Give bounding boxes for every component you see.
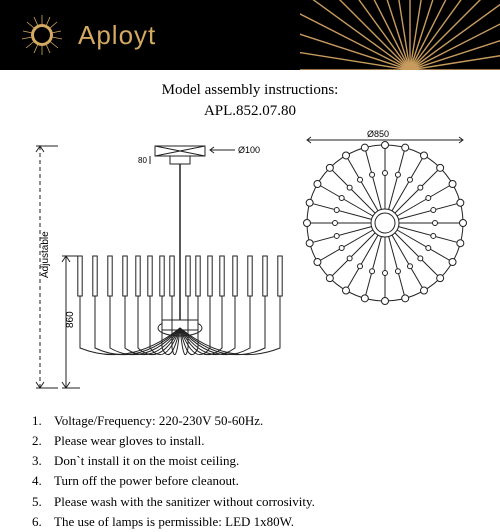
instruction-item: Please wear gloves to install.	[32, 431, 476, 451]
title-line2: APL.852.07.80	[0, 101, 500, 122]
adjustable-label: Adjustable	[40, 231, 51, 278]
instruction-item: Turn off the power before cleanout.	[32, 471, 476, 491]
title-block: Model assembly instructions: APL.852.07.…	[0, 80, 500, 122]
brand-header: Aployt	[0, 0, 500, 70]
brand-name: Aployt	[78, 20, 156, 51]
instruction-item: Voltage/Frequency: 220-230V 50-60Hz.	[32, 411, 476, 431]
rays-decoration-icon	[300, 0, 500, 70]
instruction-item: Please wash with the sanitizer without c…	[32, 492, 476, 512]
top-width-label: Ø100	[238, 145, 260, 155]
instruction-item: Don`t install it on the moist ceiling.	[32, 451, 476, 471]
title-line1: Model assembly instructions:	[0, 80, 500, 101]
diagram-area: 860 Adjustable Ø100 80	[0, 128, 500, 403]
instruction-item: The use of lamps is permissible: LED 1x8…	[32, 512, 476, 532]
height-label: 860	[65, 311, 76, 328]
circle-diameter-label: Ø850	[367, 129, 389, 139]
eclipse-logo-icon	[20, 13, 64, 57]
top-gap-label: 80	[138, 156, 147, 165]
instructions-list: Voltage/Frequency: 220-230V 50-60Hz.Plea…	[0, 403, 500, 532]
